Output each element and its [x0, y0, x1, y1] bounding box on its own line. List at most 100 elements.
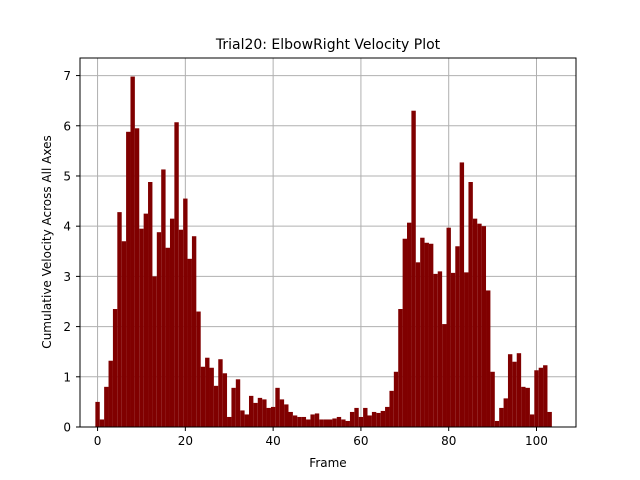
bar: [503, 398, 508, 427]
bar: [525, 387, 530, 427]
bar: [534, 370, 539, 427]
bar: [507, 354, 513, 427]
bar: [529, 414, 535, 427]
bar: [459, 162, 465, 427]
bar: [187, 258, 192, 427]
bar: [240, 410, 245, 427]
bar: [354, 407, 359, 427]
bar: [349, 411, 355, 427]
bar: [257, 397, 263, 427]
bar: [112, 309, 118, 427]
bar: [442, 324, 447, 427]
bar: [121, 241, 127, 427]
bar: [446, 227, 451, 427]
bar: [428, 243, 434, 427]
x-tick-label: 100: [525, 434, 548, 448]
bar: [332, 418, 337, 427]
bar: [512, 361, 517, 427]
bar: [516, 353, 522, 427]
bar: [486, 290, 491, 427]
bar: [126, 131, 131, 428]
bar: [538, 367, 544, 427]
bar: [306, 419, 311, 427]
bar: [301, 416, 307, 427]
y-tick-label: 2: [63, 320, 71, 334]
bar: [95, 401, 100, 427]
bar: [222, 373, 228, 427]
bar: [437, 271, 443, 427]
bar: [227, 416, 232, 427]
y-tick-label: 0: [63, 421, 71, 435]
chart-title: Trial20: ElbowRight Velocity Plot: [215, 37, 441, 53]
bar: [472, 218, 478, 427]
bar: [275, 387, 280, 427]
y-tick-label: 7: [63, 69, 71, 83]
bar: [407, 222, 412, 427]
bar: [393, 371, 399, 427]
bar: [139, 228, 144, 427]
bar: [371, 411, 377, 427]
x-tick-label: 40: [265, 434, 280, 448]
bar: [310, 414, 315, 427]
bar: [130, 76, 135, 428]
bar: [174, 122, 179, 427]
bar: [161, 169, 166, 427]
x-axis-label: Frame: [309, 456, 346, 470]
bar: [455, 246, 460, 427]
x-tick-label: 60: [353, 434, 368, 448]
y-tick-label: 6: [63, 119, 71, 133]
bar: [499, 407, 504, 427]
bar: [376, 412, 381, 427]
bar: [358, 416, 364, 427]
bar: [415, 262, 421, 427]
bar: [328, 419, 333, 427]
bar: [165, 247, 170, 427]
bar: [389, 390, 394, 427]
bar: [468, 182, 473, 427]
bar: [200, 366, 206, 427]
plot-frame: [79, 57, 577, 428]
x-tick-label: 0: [94, 434, 102, 448]
bar: [411, 110, 416, 427]
bar: [183, 198, 188, 427]
bar: [297, 416, 302, 427]
bar: [464, 272, 469, 427]
bar: [152, 276, 157, 427]
bar: [262, 399, 267, 427]
bar: [481, 226, 487, 427]
bar: [319, 419, 324, 427]
y-tick-label: 5: [63, 169, 71, 183]
bar: [288, 411, 293, 427]
bar: [244, 414, 249, 427]
bar: [341, 419, 346, 427]
bar: [398, 309, 403, 427]
bar: [314, 413, 320, 427]
bar: [196, 311, 201, 427]
bar: [543, 365, 548, 427]
bar: [490, 371, 495, 427]
bar: [433, 273, 438, 427]
bar: [117, 212, 122, 427]
x-tick-label: 20: [178, 434, 193, 448]
bar: [218, 359, 223, 427]
bar: [270, 406, 276, 427]
bar: [336, 416, 342, 427]
bar: [367, 415, 372, 427]
bar: [235, 379, 241, 427]
bar: [494, 420, 500, 427]
y-tick-label: 3: [63, 270, 71, 284]
bar: [424, 242, 429, 427]
y-axis-ticks: 0 1 2 3 4 5 6 7: [63, 69, 80, 435]
bar: [104, 386, 109, 427]
bar: [547, 411, 552, 427]
y-tick-label: 1: [63, 370, 71, 384]
bar-series: [95, 76, 552, 428]
bar: [284, 404, 289, 427]
bar: [292, 415, 298, 427]
bar: [420, 237, 425, 427]
bar: [178, 229, 184, 427]
bar: [191, 236, 197, 427]
bar: [253, 402, 258, 427]
bar: [521, 386, 526, 427]
